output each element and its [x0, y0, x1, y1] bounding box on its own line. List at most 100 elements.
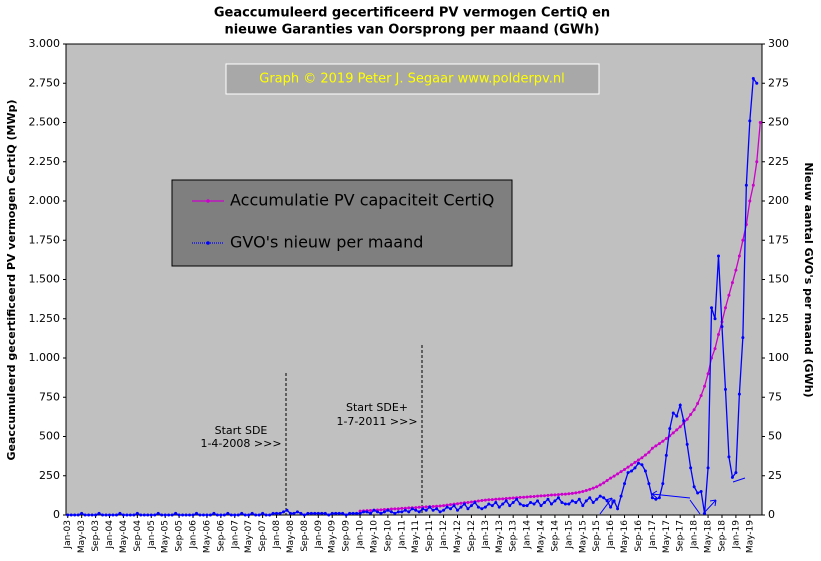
- point: [275, 511, 279, 515]
- point: [212, 511, 216, 515]
- annotation: 1-4-2008 >>>: [200, 437, 281, 450]
- point: [650, 496, 654, 500]
- point: [678, 403, 682, 407]
- point: [487, 502, 491, 506]
- point: [692, 485, 696, 489]
- y2-tick-label: 275: [768, 76, 789, 89]
- point: [692, 408, 696, 412]
- x-tick-label: May-16: [620, 520, 630, 553]
- point: [556, 496, 560, 500]
- point: [198, 513, 202, 517]
- point: [400, 506, 404, 510]
- point: [570, 499, 574, 503]
- point: [741, 336, 745, 340]
- point: [522, 495, 526, 499]
- point: [365, 510, 369, 514]
- point: [511, 496, 515, 500]
- point: [751, 77, 755, 81]
- point: [525, 495, 529, 499]
- point: [748, 199, 752, 203]
- point: [306, 511, 310, 515]
- x-tick-label: Jan-08: [272, 520, 282, 550]
- x-tick-label: Sep-12: [467, 520, 477, 552]
- point: [640, 456, 644, 460]
- point: [758, 121, 762, 124]
- point: [737, 392, 741, 396]
- y-tick-label: 750: [39, 390, 60, 403]
- y-tick-label: 500: [39, 430, 60, 443]
- point: [309, 511, 313, 515]
- x-tick-label: Sep-06: [216, 520, 226, 552]
- point: [382, 508, 386, 512]
- point: [250, 511, 254, 515]
- point: [546, 497, 550, 501]
- point: [101, 513, 105, 517]
- point: [696, 491, 700, 495]
- x-tick-label: May-11: [411, 520, 421, 553]
- point: [650, 446, 654, 450]
- point: [518, 502, 522, 506]
- point: [647, 482, 651, 486]
- point: [257, 513, 261, 517]
- point: [208, 513, 212, 517]
- point: [619, 494, 623, 498]
- point: [170, 513, 174, 517]
- point: [751, 183, 755, 187]
- point: [323, 511, 327, 515]
- point: [518, 495, 522, 499]
- point: [501, 497, 505, 501]
- point: [219, 513, 223, 517]
- point: [539, 504, 543, 508]
- y2-tick-label: 300: [768, 37, 789, 50]
- x-tick-label: Jan-17: [648, 520, 658, 550]
- point: [118, 511, 122, 515]
- x-tick-label: May-05: [161, 520, 171, 553]
- point: [633, 466, 637, 470]
- point: [744, 183, 748, 187]
- chart-title: Geaccumuleerd gecertificeerd PV vermogen…: [214, 6, 610, 21]
- point: [664, 453, 668, 457]
- point: [734, 268, 738, 272]
- point: [142, 513, 146, 517]
- point: [174, 511, 178, 515]
- y-tick-label: 250: [39, 469, 60, 482]
- point: [678, 425, 682, 429]
- point: [379, 508, 383, 512]
- point: [358, 509, 362, 513]
- point: [588, 487, 592, 491]
- point: [369, 511, 372, 515]
- x-tick-label: Sep-05: [175, 520, 185, 552]
- point: [532, 494, 536, 498]
- point: [717, 254, 720, 258]
- point: [584, 489, 588, 493]
- point: [261, 511, 265, 515]
- point: [459, 505, 463, 509]
- point: [108, 513, 111, 517]
- x-tick-label: Jan-09: [314, 520, 324, 550]
- point: [730, 281, 734, 285]
- x-tick-label: Sep-03: [91, 520, 101, 552]
- point: [442, 508, 446, 512]
- point: [177, 513, 181, 517]
- point: [546, 493, 550, 497]
- point: [574, 491, 578, 495]
- point: [236, 513, 240, 517]
- point: [543, 494, 546, 498]
- point: [316, 511, 320, 515]
- point: [636, 458, 640, 462]
- legend: [171, 179, 513, 267]
- x-tick-label: Jan-07: [230, 520, 240, 550]
- point: [247, 513, 251, 517]
- point: [703, 384, 707, 388]
- point: [344, 513, 348, 517]
- point: [671, 431, 675, 435]
- point: [654, 444, 658, 448]
- point: [685, 442, 689, 446]
- point: [469, 504, 473, 508]
- point: [556, 493, 560, 497]
- point: [511, 500, 515, 504]
- point: [205, 513, 209, 517]
- x-tick-label: May-18: [704, 520, 714, 553]
- x-tick-label: Sep-14: [550, 520, 560, 552]
